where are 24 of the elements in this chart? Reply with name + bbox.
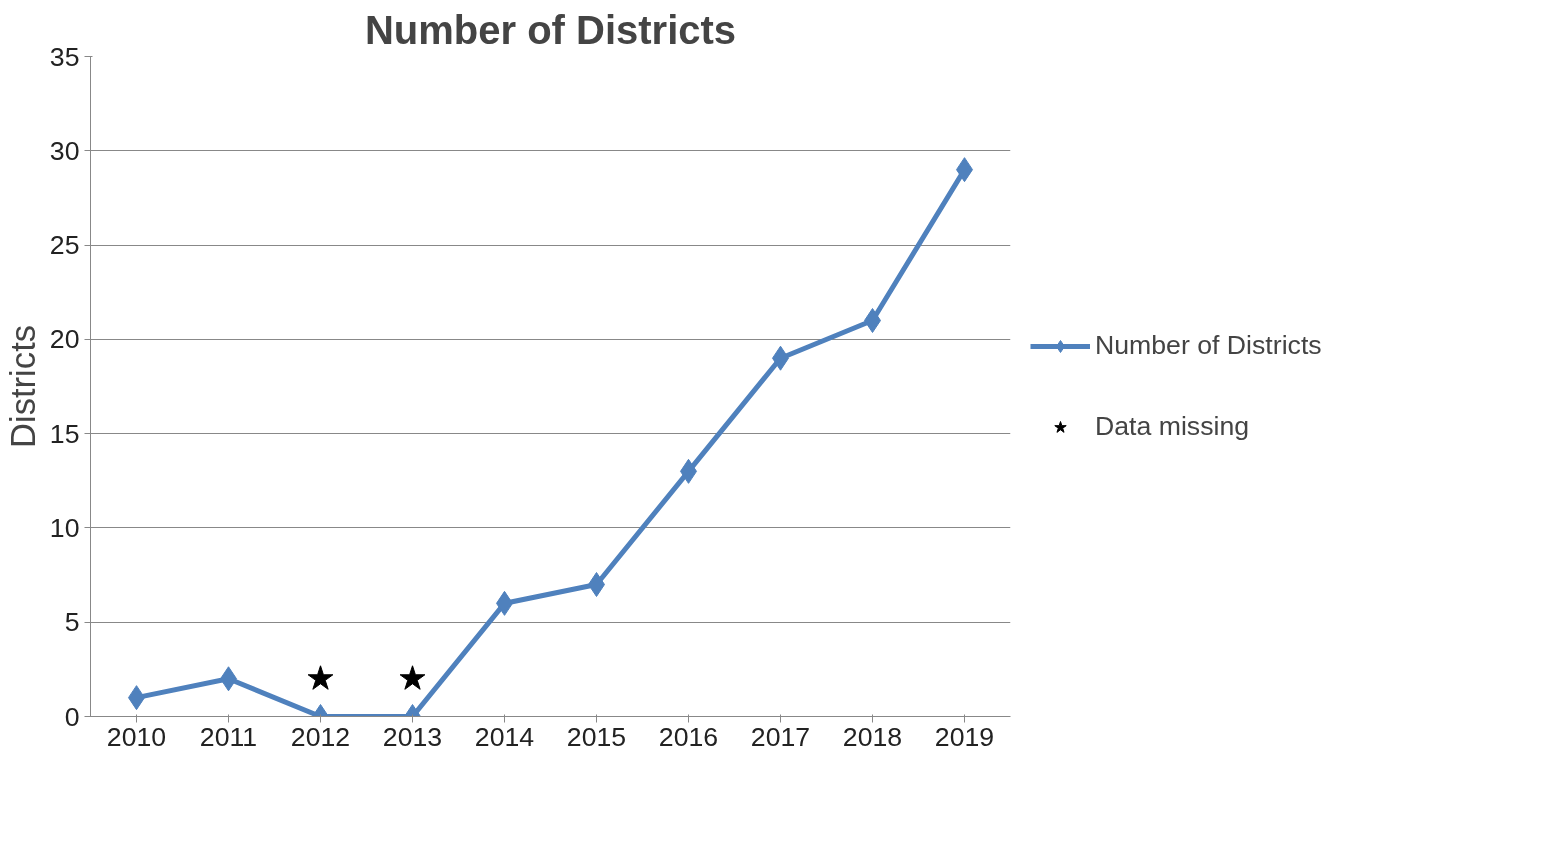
- y-tick-label: 10: [49, 512, 80, 543]
- x-tick-label: 2010: [106, 721, 167, 752]
- x-tick-label: 2019: [934, 721, 995, 752]
- y-tick-label: 0: [64, 701, 80, 732]
- legend-label: Data missing: [1095, 411, 1250, 442]
- y-tick-label: 35: [49, 41, 80, 72]
- x-tick-label: 2011: [199, 721, 258, 752]
- y-tick-label: 5: [64, 607, 80, 638]
- x-tick-label: 2017: [750, 721, 811, 752]
- x-tick-label: 2014: [474, 721, 535, 752]
- chart-title: Number of Districts: [364, 7, 737, 52]
- point: [307, 665, 334, 690]
- y-axis-title: Districts: [3, 324, 42, 449]
- x-tick-label: 2018: [842, 721, 903, 752]
- x-tick-label: 2015: [566, 721, 627, 752]
- x-tick-label: 2016: [658, 721, 719, 752]
- y-tick-label: 25: [49, 230, 80, 261]
- x-tick-label: 2012: [290, 721, 351, 752]
- y-tick-label: 30: [49, 135, 80, 166]
- point: [399, 665, 426, 690]
- legend-label: Number of Districts: [1095, 330, 1322, 361]
- y-tick-label: 15: [49, 418, 80, 449]
- x-tick-label: 2013: [382, 721, 443, 752]
- y-tick-label: 20: [49, 324, 80, 355]
